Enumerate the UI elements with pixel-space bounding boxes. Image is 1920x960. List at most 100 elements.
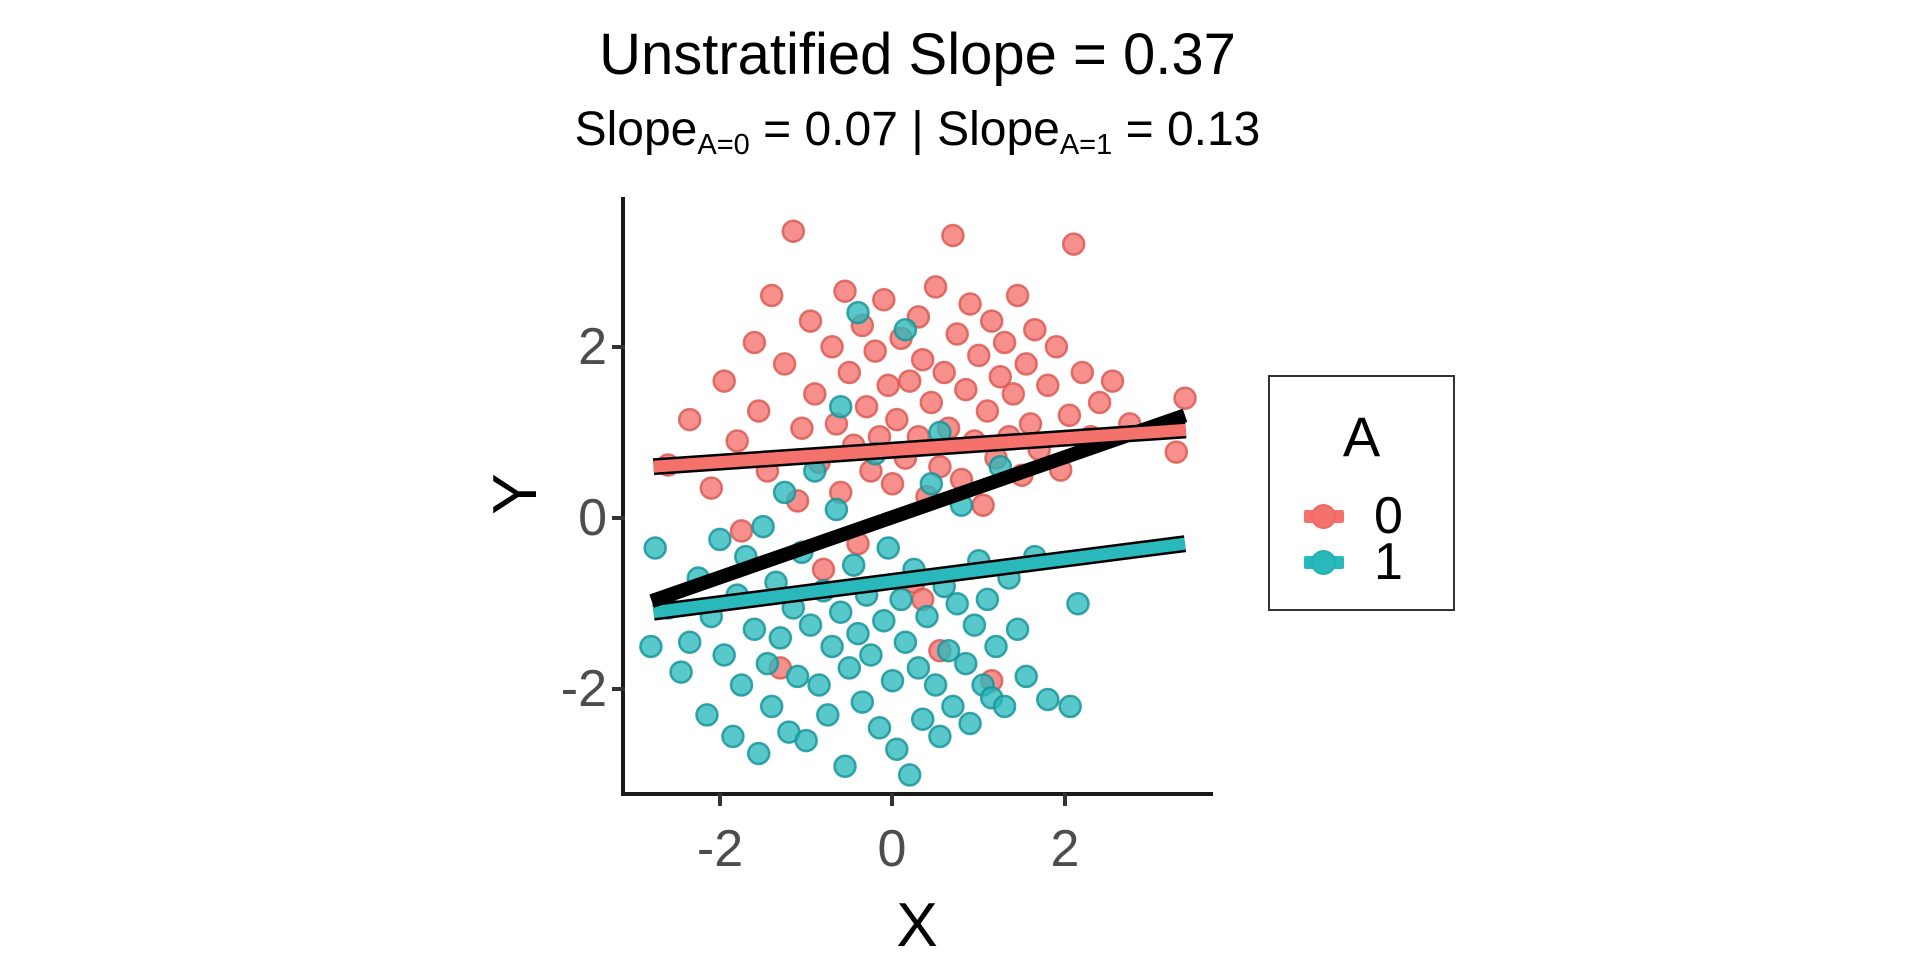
data-point-group-0 (954, 377, 978, 402)
subtitle-slope0-base: Slope (574, 103, 698, 156)
data-point-group-1 (893, 317, 918, 342)
plot-subtitle: SlopeA=0 = 0.07 | SlopeA=1 = 0.13 (385, 104, 1450, 171)
data-point-group-1 (992, 694, 1017, 719)
data-point-group-0 (910, 347, 935, 372)
y-tick-mark (612, 516, 625, 520)
data-point-group-1 (880, 668, 905, 693)
legend-key-point-1 (1311, 550, 1336, 575)
data-point-group-0 (967, 343, 991, 368)
data-point-group-0 (885, 407, 909, 432)
data-point-group-1 (928, 724, 952, 749)
legend-item-label-0: 0 (1374, 487, 1403, 545)
data-point-group-1 (958, 711, 982, 736)
data-point-group-0 (975, 399, 1000, 423)
data-point-group-1 (910, 707, 935, 731)
data-point-group-0 (1164, 440, 1189, 464)
subtitle-slope0-subscript: A=0 (697, 129, 750, 161)
data-point-group-1 (712, 643, 736, 667)
data-point-group-1 (1036, 687, 1060, 712)
data-point-group-0 (837, 360, 862, 385)
data-point-group-0 (932, 360, 956, 385)
y-tick-label: 0 (578, 489, 607, 547)
y-axis-line (621, 197, 625, 796)
data-point-group-1 (751, 514, 775, 539)
data-point-group-1 (746, 741, 771, 766)
data-point-group-1 (708, 527, 732, 552)
data-point-group-0 (725, 429, 749, 453)
legend-item-label-1: 1 (1374, 533, 1403, 591)
data-point-group-1 (816, 703, 840, 727)
data-point-group-0 (772, 352, 797, 376)
data-point-group-0 (833, 279, 857, 303)
fit-line-A=0 (653, 423, 1187, 473)
data-point-group-0 (1070, 360, 1095, 385)
data-point-group-1 (1066, 591, 1090, 616)
data-point-group-0 (876, 373, 900, 398)
data-point-group-0 (781, 219, 806, 243)
data-point-group-1 (755, 651, 780, 676)
data-point-group-1 (794, 728, 818, 753)
legend-key-point-0 (1311, 504, 1336, 529)
data-point-group-0 (729, 519, 754, 543)
data-point-group-1 (945, 591, 969, 616)
data-point-group-0 (699, 476, 724, 500)
subtitle-slope1-base: Slope (937, 103, 1060, 156)
data-point-group-1 (841, 553, 866, 577)
legend-title: A (1342, 405, 1381, 468)
data-point-group-0 (979, 309, 1004, 333)
fit-line-A=1 (652, 537, 1186, 619)
data-point-group-0 (1014, 352, 1038, 376)
x-tick-label: -2 (696, 820, 744, 878)
x-tick-mark (890, 793, 894, 806)
data-point-group-1 (872, 609, 896, 633)
data-point-group-0 (790, 416, 814, 440)
x-tick-label: 2 (1050, 820, 1080, 878)
data-point-group-1 (785, 664, 810, 689)
data-point-group-1 (1005, 617, 1030, 642)
data-point-group-0 (759, 283, 784, 308)
data-point-group-1 (889, 587, 913, 612)
data-point-group-1 (798, 613, 823, 637)
data-point-group-1 (897, 763, 922, 787)
data-point-group-0 (811, 557, 836, 582)
data-point-group-0 (742, 330, 767, 355)
data-point-group-1 (833, 754, 857, 779)
data-point-group-1 (941, 694, 965, 719)
data-point-group-1 (721, 724, 745, 749)
data-point-group-1 (643, 536, 667, 560)
subtitle-slope0-value: = 0.07 | (749, 103, 938, 156)
data-point-group-1 (729, 673, 754, 697)
data-point-group-0 (1057, 403, 1082, 428)
data-point-group-0 (1087, 390, 1112, 415)
plot-panel (625, 197, 1210, 792)
plot-title: Unstratified Slope = 0.37 (599, 22, 1236, 87)
y-tick-mark (612, 345, 625, 349)
data-point-group-1 (846, 621, 870, 646)
data-point-group-0 (798, 309, 823, 333)
data-point-group-0 (1100, 369, 1125, 393)
data-point-group-1 (695, 703, 719, 727)
y-tick-label: -2 (560, 660, 607, 718)
data-point-group-1 (759, 694, 784, 719)
data-point-group-1 (923, 673, 948, 697)
data-point-group-0 (958, 292, 982, 316)
data-point-group-0 (1061, 232, 1086, 256)
data-point-group-0 (880, 472, 905, 496)
data-point-group-0 (988, 365, 1013, 389)
data-point-group-1 (906, 656, 931, 680)
y-tick-mark (612, 687, 625, 691)
data-point-group-1 (885, 737, 909, 761)
data-point-group-1 (936, 638, 961, 663)
data-point-group-0 (1001, 382, 1026, 406)
data-point-group-0 (971, 493, 995, 517)
subtitle-slope1-value: = 0.13 (1112, 103, 1261, 156)
x-tick-mark (718, 793, 722, 806)
data-point-group-1 (669, 660, 693, 684)
data-point-group-1 (772, 480, 797, 505)
data-point-group-1 (962, 613, 987, 637)
data-point-group-0 (1036, 373, 1060, 398)
x-axis-line (621, 792, 1213, 796)
data-point-group-0 (923, 275, 948, 299)
data-point-group-0 (941, 223, 965, 248)
